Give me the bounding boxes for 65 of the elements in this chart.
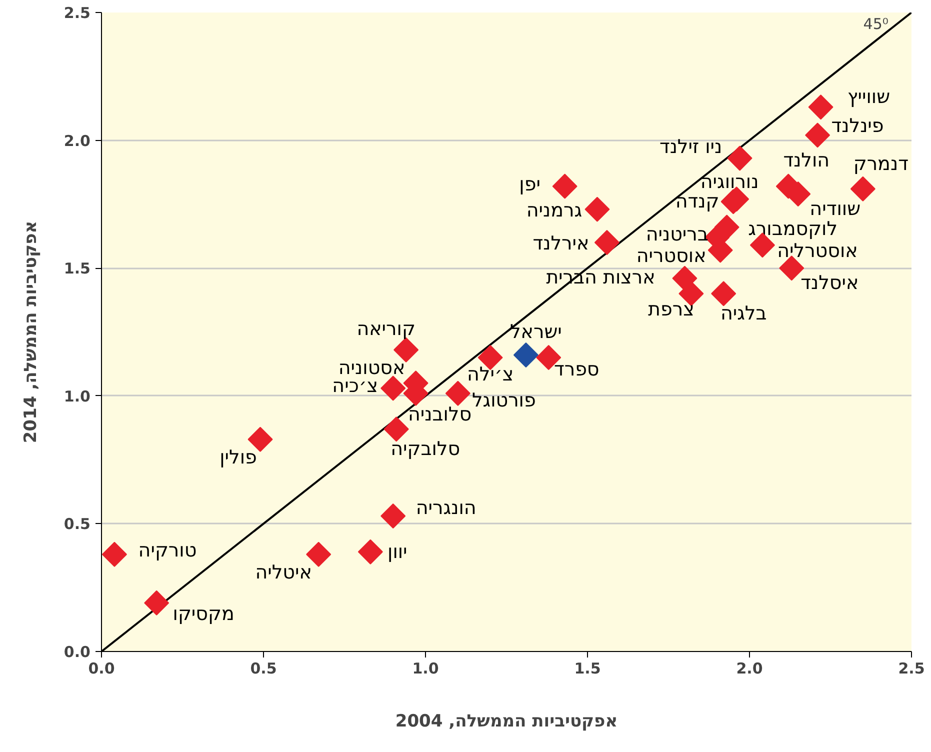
point — [513, 342, 538, 368]
series-label: יוון — [388, 540, 408, 563]
series-label: יפן — [519, 173, 540, 196]
point — [805, 122, 830, 148]
series-label: פינלנד — [831, 115, 884, 138]
point — [394, 337, 419, 362]
series-label: אוסטרליה — [777, 240, 858, 262]
series-label: שוודיה — [810, 198, 861, 220]
y-tick-label: 1.0 — [64, 387, 91, 406]
y-tick-label: 2.0 — [64, 132, 91, 150]
x-tick-label: 2.5 — [898, 660, 925, 678]
point — [727, 146, 752, 171]
point — [672, 266, 698, 291]
point — [445, 380, 470, 406]
series-label: אוסטריה — [636, 245, 706, 268]
point — [102, 542, 127, 567]
series-label: נורווגיה — [700, 171, 759, 194]
series-label: איסלנד — [800, 272, 859, 294]
series-label: קוריאה — [356, 318, 416, 340]
series-label: הולנד — [783, 149, 830, 172]
series-label: סלובקיה — [390, 438, 460, 460]
series-label: דנמרק — [853, 152, 908, 175]
point — [358, 539, 383, 564]
annotation: 45⁰ — [863, 14, 888, 33]
y-tick-label: 2.5 — [64, 4, 91, 22]
series-label: בריטניה — [646, 223, 708, 246]
series-label: ספרד — [554, 358, 600, 381]
series-label: צרפת — [648, 298, 694, 321]
series-label: ישראל — [510, 321, 562, 344]
y-tick-label: 0.5 — [64, 515, 91, 534]
series-label: סלובניה — [408, 403, 472, 426]
series-label: איטליה — [255, 561, 312, 584]
series-label: בלגיה — [720, 302, 767, 325]
point — [380, 504, 406, 529]
point — [384, 416, 409, 442]
series-label: מקסיקו — [172, 602, 234, 625]
series-label: צ׳ילה — [466, 364, 514, 386]
x-tick-label: 1.5 — [574, 660, 601, 678]
series-label: טורקיה — [138, 539, 197, 562]
series-label: שווייץ — [848, 86, 890, 108]
x-tick-label: 2.0 — [736, 660, 763, 678]
point — [380, 376, 406, 401]
y-tick-label: 0.0 — [64, 643, 91, 661]
series-label: ניו זילנד — [659, 136, 722, 158]
point — [584, 196, 610, 222]
series-label: קנדה — [675, 190, 720, 213]
series-label: פולין — [220, 446, 257, 468]
point — [808, 94, 834, 120]
point — [594, 230, 620, 256]
point — [711, 281, 736, 306]
x-tick-label: 0.5 — [250, 660, 277, 678]
x-tick-label: 1.0 — [412, 660, 439, 678]
x-axis-title: אפקטיביות הממשלה, 2004 — [395, 712, 618, 732]
series-label: לוקסמבורג — [748, 218, 838, 240]
point — [678, 281, 704, 306]
series-label: פורטוגל — [472, 389, 536, 412]
point — [144, 590, 170, 616]
series-label: אירלנד — [532, 232, 590, 255]
point — [850, 176, 876, 202]
x-tick-label: 0.0 — [88, 660, 115, 678]
series-label: גרמניה — [526, 199, 582, 222]
series-label: הונגריה — [416, 497, 476, 520]
point — [552, 174, 578, 199]
y-tick-label: 1.5 — [64, 260, 91, 278]
y-axis-title: אפקטיביות הממשלה, 2014 — [20, 220, 41, 444]
